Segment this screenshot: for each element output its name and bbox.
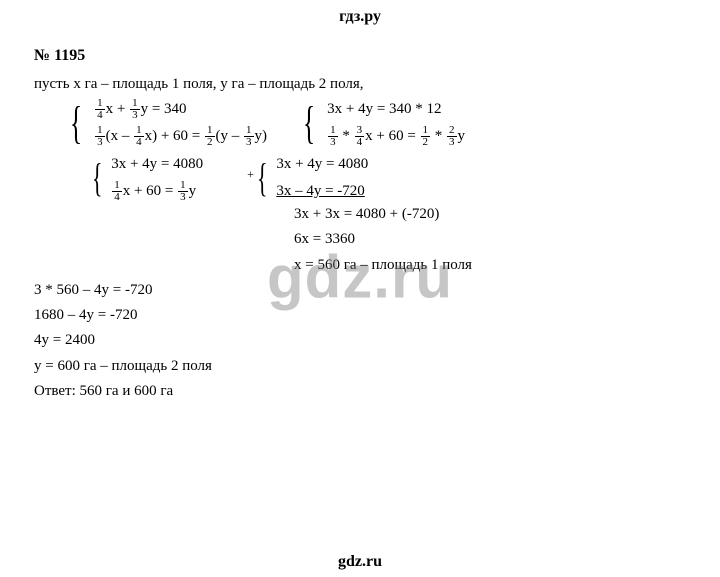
step-2: 6x = 3360 [34,228,686,251]
step-6: 4y = 2400 [34,329,686,352]
step-3: x = 560 га – площадь 1 поля [34,254,686,277]
step-1: 3x + 3x = 4080 + (-720) [34,203,686,226]
step-7: y = 600 га – площадь 2 поля [34,355,686,378]
system-4: { 3x + 4y = 4080 3x – 4y = -720 [257,153,368,204]
eq-2a: 3x + 4y = 340 * 12 [327,98,465,121]
page-header: гдз.ру [0,0,720,26]
brace-icon: { [257,158,268,198]
step-5: 1680 – 4y = -720 [34,304,686,327]
intro-text: пусть х га – площадь 1 поля, у га – площ… [34,73,686,96]
system-1: { 14x + 13y = 340 13(x – 14x) + 60 = 12(… [70,98,267,149]
step-4: 3 * 560 – 4y = -720 [34,279,686,302]
system-row-1: { 14x + 13y = 340 13(x – 14x) + 60 = 12(… [34,98,686,149]
eq-3b: 14x + 60 = 13y [111,180,203,203]
brace-icon: { [70,100,82,146]
brace-icon: { [92,158,103,198]
system-3: { 3x + 4y = 4080 14x + 60 = 13y [92,153,203,204]
system-2: { 3x + 4y = 340 * 12 13 * 34x + 60 = 12 … [303,98,465,149]
page-footer: gdz.ru [0,553,720,571]
problem-number: № 1195 [34,44,686,69]
eq-3a: 3x + 4y = 4080 [111,153,203,176]
eq-1a: 14x + 13y = 340 [94,98,267,121]
system-row-2: { 3x + 4y = 4080 14x + 60 = 13y { 3x + 4… [34,153,686,204]
eq-4b: 3x – 4y = -720 [276,180,368,203]
eq-1b: 13(x – 14x) + 60 = 12(y – 13y) [94,125,267,148]
eq-4a: 3x + 4y = 4080 [276,153,368,176]
solution-content: № 1195 пусть х га – площадь 1 поля, у га… [0,26,720,403]
eq-2b: 13 * 34x + 60 = 12 * 23y [327,125,465,148]
answer-line: Ответ: 560 га и 600 га [34,380,686,403]
brace-icon: { [303,100,315,146]
